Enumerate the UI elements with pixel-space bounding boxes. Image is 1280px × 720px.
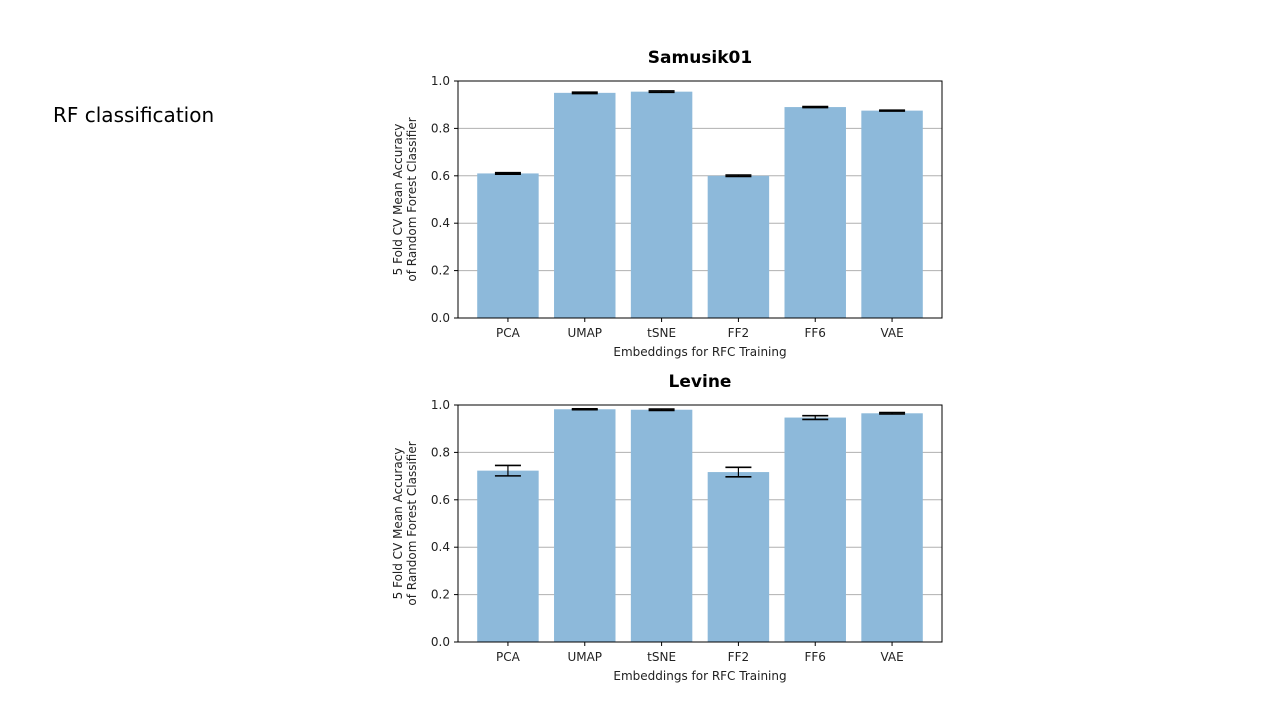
y-tick-label: 1.0	[431, 398, 450, 412]
bar-vae	[861, 110, 923, 318]
y-axis-label: 5 Fold CV Mean Accuracyof Random Forest …	[391, 441, 419, 605]
bar-ff6	[784, 417, 846, 642]
y-axis-label: 5 Fold CV Mean Accuracyof Random Forest …	[391, 117, 419, 281]
x-tick-label: VAE	[880, 326, 903, 340]
chart-2: Levine 0.0 0.2 0.4 0.6 0.8 1.0 PCA UMAP tSNE FF2 FF…	[391, 372, 943, 683]
x-tick-label: UMAP	[567, 326, 602, 340]
x-tick-label: tSNE	[647, 650, 676, 664]
bar-tsne	[630, 409, 693, 642]
y-tick-label: 0.6	[431, 493, 450, 507]
bar-tsne	[630, 91, 693, 318]
x-tick-label: FF6	[805, 326, 826, 340]
bar-umap	[554, 92, 616, 318]
y-axis-label-line: of Random Forest Classifier	[405, 441, 419, 605]
y-tick-label: 1.0	[431, 74, 450, 88]
chart-title: Levine	[669, 372, 732, 392]
y-tick-label: 0.6	[431, 169, 450, 183]
y-tick-label: 0.8	[431, 121, 450, 135]
chart-title: Samusik01	[648, 48, 752, 68]
y-axis-label-line: 5 Fold CV Mean Accuracy	[391, 448, 405, 600]
bar-ff2	[707, 175, 770, 318]
x-tick-label: PCA	[496, 326, 521, 340]
plot-frame	[457, 404, 943, 643]
x-tick-label: VAE	[880, 650, 903, 664]
x-axis-label: Embeddings for RFC Training	[613, 669, 786, 683]
x-tick-label: FF6	[805, 650, 826, 664]
plot-frame	[457, 80, 943, 319]
x-tick-label: FF2	[728, 650, 749, 664]
y-tick-label: 0.8	[431, 445, 450, 459]
x-tick-label: FF2	[728, 326, 749, 340]
x-axis-label: Embeddings for RFC Training	[613, 345, 786, 359]
y-tick-label: 0.0	[431, 311, 450, 325]
y-tick-label: 0.2	[431, 588, 450, 602]
y-tick-label: 0.4	[431, 216, 450, 230]
bar-pca	[477, 470, 539, 642]
slide-title: RF classification	[53, 103, 215, 127]
bar-ff6	[784, 107, 846, 318]
y-tick-label: 0.0	[431, 635, 450, 649]
bar-ff2	[707, 472, 770, 642]
chart-1: Samusik01 0.0 0.2 0.4 0.6 0.8 1.0 PCA UMAP tSNE FF…	[391, 48, 943, 359]
x-tick-label: tSNE	[647, 326, 676, 340]
bar-umap	[554, 409, 616, 642]
bar-pca	[477, 173, 539, 318]
y-axis-label-line: 5 Fold CV Mean Accuracy	[391, 124, 405, 276]
x-tick-label: PCA	[496, 650, 521, 664]
bar-vae	[861, 413, 923, 642]
y-tick-label: 0.4	[431, 540, 450, 554]
y-axis-label-line: of Random Forest Classifier	[405, 117, 419, 281]
x-tick-label: UMAP	[567, 650, 602, 664]
y-tick-label: 0.2	[431, 264, 450, 278]
